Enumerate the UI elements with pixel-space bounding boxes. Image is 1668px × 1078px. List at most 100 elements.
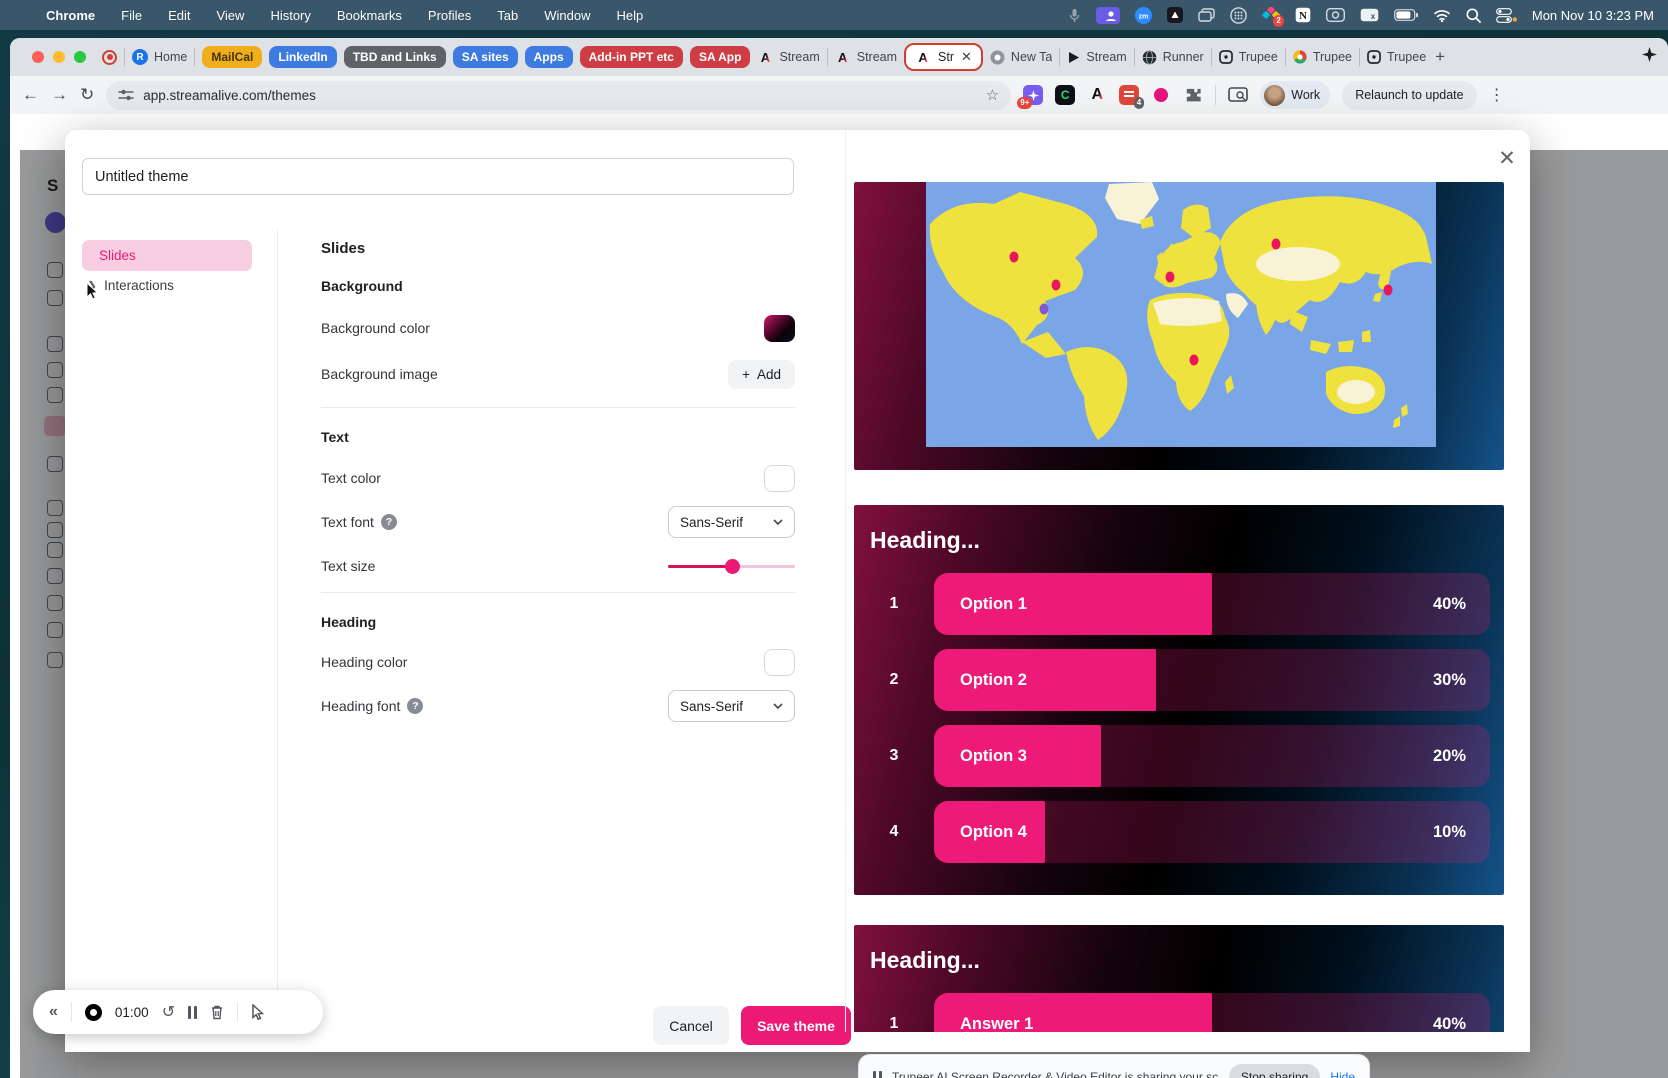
windows-icon[interactable] <box>1198 8 1215 22</box>
menu-edit[interactable]: Edit <box>168 7 191 23</box>
screen-share-icon[interactable] <box>1095 6 1120 24</box>
close-window-button[interactable] <box>32 51 44 63</box>
zoom-window-button[interactable] <box>74 51 86 63</box>
microphone-icon[interactable] <box>1068 8 1081 23</box>
tab-group-linkedin[interactable]: LinkedIn <box>269 46 337 68</box>
bookmark-star-icon[interactable]: ☆ <box>985 87 1000 104</box>
menu-app-name[interactable]: Chrome <box>46 7 96 23</box>
menu-view[interactable]: View <box>216 7 245 23</box>
site-settings-icon[interactable] <box>118 88 134 102</box>
tab-group-sa-app[interactable]: SA App <box>689 46 751 68</box>
menu-history[interactable]: History <box>270 7 311 23</box>
sidebar-icon[interactable] <box>47 456 63 472</box>
minimize-window-button[interactable] <box>53 51 65 63</box>
control-center-icon[interactable] <box>1495 7 1517 23</box>
cursor-tool-icon[interactable] <box>251 1004 265 1020</box>
dropbox-icon[interactable]: 2 <box>1262 6 1284 27</box>
menu-tab[interactable]: Tab <box>497 7 519 23</box>
collapse-recorder-icon[interactable]: « <box>49 1003 58 1020</box>
cancel-button[interactable]: Cancel <box>653 1006 729 1045</box>
sidebar-icon[interactable] <box>47 290 63 306</box>
tab-stream-2[interactable]: A Stream <box>835 49 897 65</box>
add-background-image-button[interactable]: + Add <box>728 359 795 389</box>
sidebar-icon[interactable] <box>47 362 63 378</box>
launcher-grid-icon[interactable] <box>1230 6 1247 24</box>
save-theme-button[interactable]: Save theme <box>741 1006 851 1045</box>
menubar-clock[interactable]: Mon Nov 10 3:23 PM <box>1531 7 1654 23</box>
address-bar[interactable]: app.streamalive.com/themes ☆ <box>106 80 1012 110</box>
notion-icon[interactable]: N <box>1295 7 1311 23</box>
help-icon[interactable]: ? <box>407 698 424 714</box>
extension-c-icon[interactable]: C <box>1055 85 1076 105</box>
recording-status-icon[interactable] <box>84 1003 102 1021</box>
menu-file[interactable]: File <box>121 7 143 23</box>
background-color-swatch[interactable] <box>764 314 795 342</box>
tab-group-mailcal[interactable]: MailCal <box>202 46 263 68</box>
nav-item-slides[interactable]: Slides <box>82 240 252 271</box>
recording-indicator-icon[interactable] <box>102 49 117 65</box>
spotlight-search-icon[interactable] <box>1466 8 1481 23</box>
new-tab-button[interactable]: + <box>1435 47 1446 66</box>
sidebar-icon[interactable] <box>47 262 63 278</box>
slider-thumb[interactable] <box>724 559 740 574</box>
sidebar-icon[interactable] <box>47 542 63 558</box>
wifi-icon[interactable] <box>1433 9 1451 22</box>
relaunch-to-update-button[interactable]: Relaunch to update <box>1342 80 1477 110</box>
extensions-puzzle-icon[interactable] <box>1183 85 1203 105</box>
delete-recording-icon[interactable] <box>210 1004 224 1020</box>
text-font-select[interactable]: Sans-Serif <box>668 506 795 538</box>
back-button[interactable]: ← <box>22 85 39 104</box>
extension-red-icon[interactable]: 4 <box>1119 85 1145 109</box>
heading-color-swatch[interactable] <box>764 648 795 676</box>
tab-stream-1[interactable]: A Stream <box>757 49 820 65</box>
hide-banner-link[interactable]: Hide <box>1330 1070 1355 1078</box>
extension-ai-icon[interactable]: 9+ <box>1017 85 1044 109</box>
theme-name-input[interactable] <box>82 158 794 195</box>
menu-bookmarks[interactable]: Bookmarks <box>336 7 402 23</box>
sidebar-icon[interactable] <box>47 622 63 638</box>
wacom-icon[interactable] <box>1166 7 1183 23</box>
tab-group-apps[interactable]: Apps <box>524 46 573 68</box>
menu-profiles[interactable]: Profiles <box>427 7 472 23</box>
sidebar-icon-active[interactable] <box>44 416 66 436</box>
sidebar-avatar[interactable] <box>45 212 66 233</box>
pause-share-icon[interactable] <box>873 1070 882 1078</box>
sidebar-icon[interactable] <box>47 336 63 352</box>
zoom-icon[interactable]: zm <box>1134 6 1152 24</box>
tab-new-tab[interactable]: New Ta <box>990 50 1052 65</box>
sidebar-icon[interactable] <box>47 522 63 538</box>
sidebar-icon[interactable] <box>47 500 63 516</box>
battery-icon[interactable] <box>1393 9 1418 21</box>
browser-menu-icon[interactable]: ⋮ <box>1488 87 1505 104</box>
heading-font-select[interactable]: Sans-Serif <box>668 690 795 722</box>
tab-stream-player[interactable]: Stream <box>1067 50 1127 64</box>
tab-runner[interactable]: Runner <box>1142 49 1204 65</box>
tab-home[interactable]: R Home <box>132 49 187 65</box>
tab-organizer-sparkle-icon[interactable] <box>1641 46 1658 68</box>
sidebar-icon[interactable] <box>47 568 63 584</box>
camera-menubar-icon[interactable] <box>1325 8 1345 22</box>
reload-button[interactable]: ↻ <box>80 85 95 104</box>
text-size-slider[interactable] <box>668 559 795 574</box>
tab-group-sa-sites[interactable]: SA sites <box>452 46 518 68</box>
profile-chip[interactable]: Work <box>1260 81 1331 109</box>
forward-button[interactable]: → <box>51 85 68 104</box>
menu-help[interactable]: Help <box>616 7 644 23</box>
help-icon[interactable]: ? <box>380 514 397 530</box>
sidebar-icon[interactable] <box>47 595 63 611</box>
close-modal-icon[interactable]: ✕ <box>1498 146 1516 170</box>
extension-pink-dot-icon[interactable] <box>1151 85 1171 105</box>
tab-trupee-1[interactable]: Trupee <box>1218 50 1278 64</box>
tab-trupee-2[interactable]: Trupee <box>1293 50 1352 64</box>
tab-group-tbd[interactable]: TBD and Links <box>343 46 446 68</box>
tab-active-streamalive[interactable]: A Str ✕ <box>904 43 983 71</box>
menubar-x-app-icon[interactable]: x <box>1360 8 1379 22</box>
sidebar-icon[interactable] <box>47 387 63 403</box>
screen-capture-icon[interactable] <box>1228 85 1249 105</box>
streamalive-extension-icon[interactable]: A <box>1087 85 1107 105</box>
pause-recording-icon[interactable] <box>188 1005 198 1019</box>
stop-sharing-button[interactable]: Stop sharing <box>1228 1064 1321 1078</box>
tab-group-addin-ppt[interactable]: Add-in PPT etc <box>579 46 683 68</box>
close-tab-icon[interactable]: ✕ <box>961 49 972 64</box>
text-color-swatch[interactable] <box>764 464 795 492</box>
